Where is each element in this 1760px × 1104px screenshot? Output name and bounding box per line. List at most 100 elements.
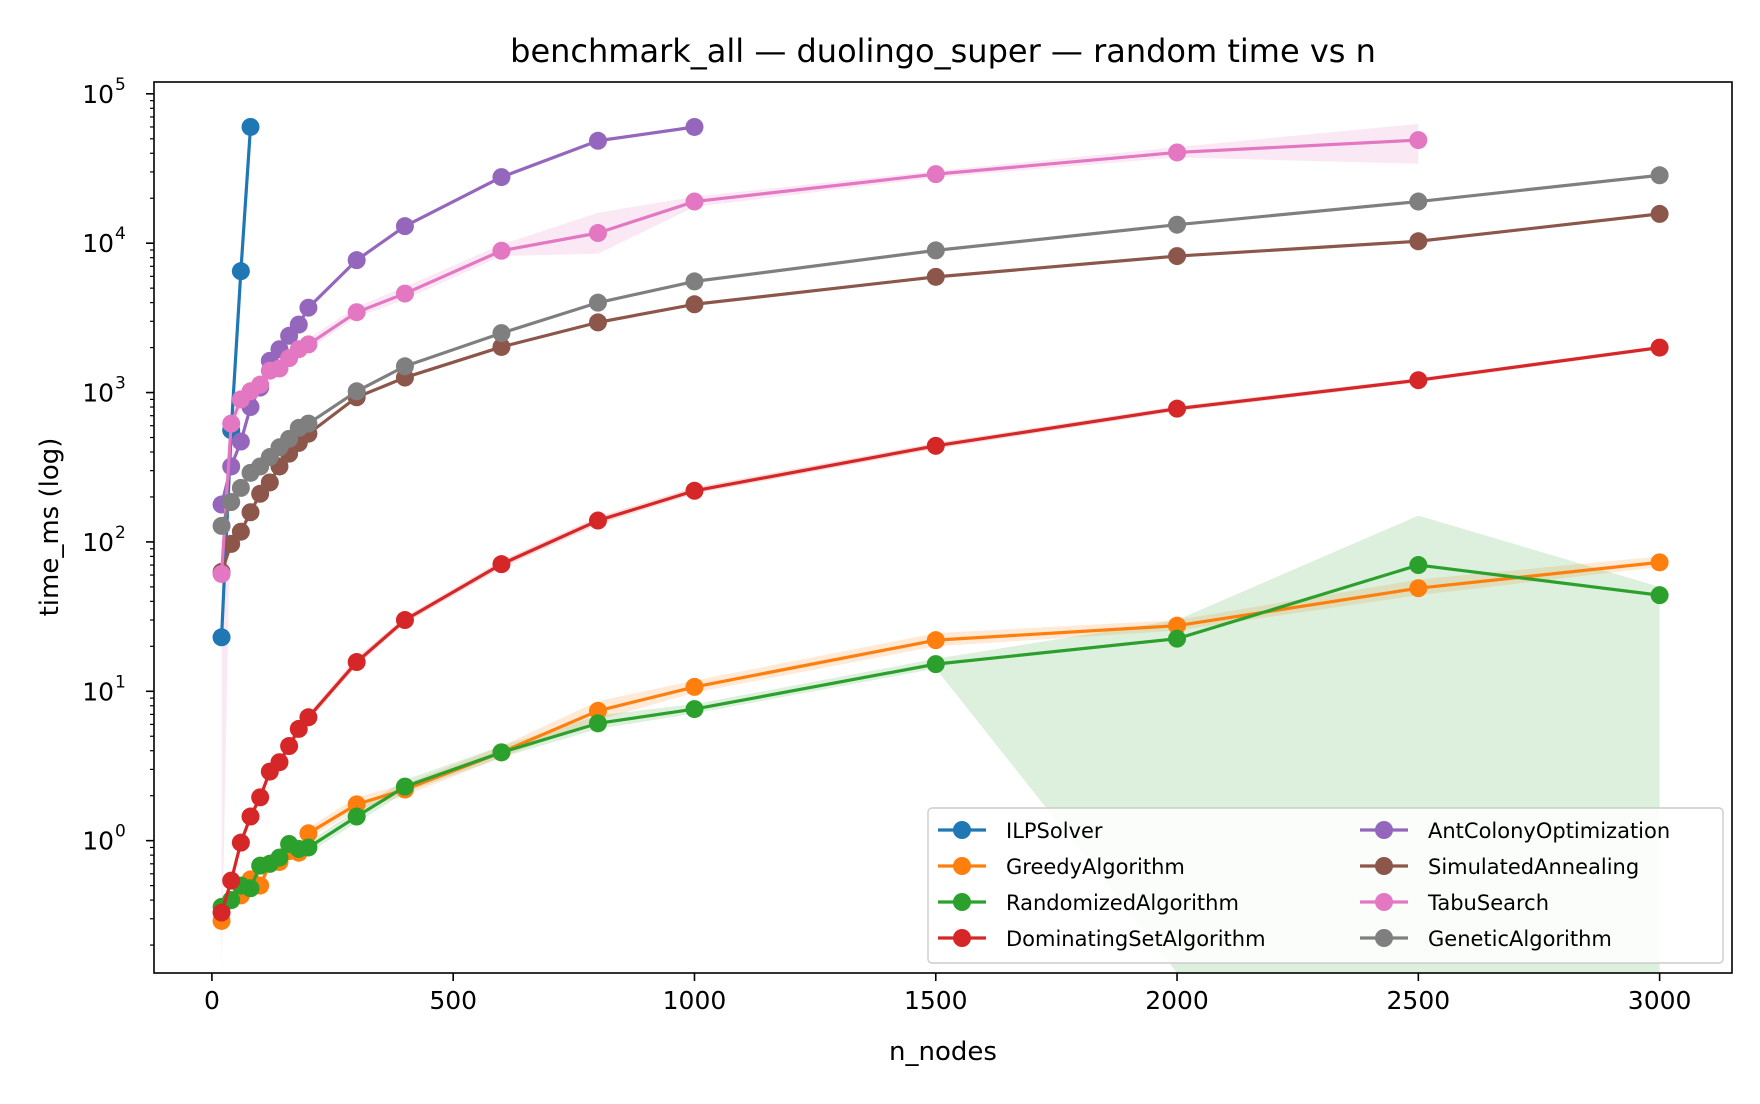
legend-label: GreedyAlgorithm bbox=[1006, 855, 1185, 879]
data-point-AntColonyOptimization-60 bbox=[231, 432, 250, 451]
data-point-SimulatedAnnealing-1000 bbox=[685, 295, 704, 314]
data-point-AntColonyOptimization-180 bbox=[289, 315, 308, 334]
legend-item-SimulatedAnnealing: SimulatedAnnealing bbox=[1360, 855, 1639, 879]
data-point-GeneticAlgorithm-3000 bbox=[1650, 166, 1669, 185]
data-point-SimulatedAnnealing-800 bbox=[588, 313, 607, 332]
legend-swatch-marker bbox=[1375, 929, 1393, 947]
data-point-GreedyAlgorithm-2000 bbox=[1168, 616, 1187, 635]
data-point-RandomizedAlgorithm-140 bbox=[270, 848, 289, 867]
legend-label: GeneticAlgorithm bbox=[1428, 927, 1612, 951]
legend-item-GreedyAlgorithm: GreedyAlgorithm bbox=[938, 855, 1185, 879]
data-point-TabuSearch-1500 bbox=[926, 165, 945, 184]
x-axis-label: n_nodes bbox=[889, 1037, 997, 1067]
legend-label: RandomizedAlgorithm bbox=[1006, 891, 1239, 915]
legend-swatch-marker bbox=[1375, 857, 1393, 875]
data-point-RandomizedAlgorithm-800 bbox=[588, 714, 607, 733]
data-point-TabuSearch-2500 bbox=[1409, 131, 1428, 150]
legend-swatch-marker bbox=[953, 821, 971, 839]
series-DominatingSetAlgorithm bbox=[212, 338, 1669, 922]
y-axis-label: time_ms (log) bbox=[35, 438, 65, 617]
y-tick-exponent: 5 bbox=[115, 75, 126, 95]
y-tick-exponent: 2 bbox=[115, 523, 126, 543]
data-point-GeneticAlgorithm-1500 bbox=[926, 241, 945, 260]
legend-swatch-marker bbox=[953, 893, 971, 911]
data-point-RandomizedAlgorithm-2500 bbox=[1409, 556, 1428, 575]
legend-label: SimulatedAnnealing bbox=[1428, 855, 1639, 879]
x-axis-ticks: 0 500 1000 1500 2000 2500 3000 bbox=[204, 973, 1691, 1015]
data-point-GreedyAlgorithm-2500 bbox=[1409, 579, 1428, 598]
data-point-GeneticAlgorithm-20 bbox=[212, 516, 231, 535]
y-tick-exponent: 1 bbox=[115, 672, 126, 692]
data-point-DominatingSetAlgorithm-300 bbox=[347, 653, 366, 672]
data-point-DominatingSetAlgorithm-40 bbox=[222, 871, 241, 890]
data-point-RandomizedAlgorithm-300 bbox=[347, 807, 366, 826]
data-point-GreedyAlgorithm-800 bbox=[588, 701, 607, 720]
data-point-AntColonyOptimization-200 bbox=[299, 298, 318, 317]
x-tick-label: 1500 bbox=[904, 986, 968, 1015]
data-point-DominatingSetAlgorithm-200 bbox=[299, 708, 318, 727]
data-point-ILPSolver-60 bbox=[231, 262, 250, 281]
data-point-TabuSearch-1000 bbox=[685, 192, 704, 211]
data-point-TabuSearch-100 bbox=[251, 375, 270, 394]
x-tick-label: 2500 bbox=[1387, 986, 1451, 1015]
data-point-GreedyAlgorithm-1000 bbox=[685, 677, 704, 696]
legend-swatch-marker bbox=[953, 929, 971, 947]
data-point-SimulatedAnnealing-3000 bbox=[1650, 204, 1669, 223]
x-tick-label: 500 bbox=[429, 986, 477, 1015]
series-GeneticAlgorithm bbox=[212, 166, 1669, 535]
y-tick-exponent: 0 bbox=[115, 822, 126, 842]
y-tick-label: 10 bbox=[82, 80, 114, 109]
data-point-RandomizedAlgorithm-80 bbox=[241, 879, 260, 898]
data-point-SimulatedAnnealing-120 bbox=[260, 473, 279, 492]
data-point-SimulatedAnnealing-40 bbox=[222, 534, 241, 553]
y-tick-label: 10 bbox=[82, 528, 114, 557]
legend-swatch-marker bbox=[953, 857, 971, 875]
data-point-GeneticAlgorithm-1000 bbox=[685, 272, 704, 291]
legend: ILPSolver GreedyAlgorithm RandomizedAlgori… bbox=[927, 807, 1724, 964]
x-tick-label: 1000 bbox=[663, 986, 727, 1015]
data-point-GeneticAlgorithm-2500 bbox=[1409, 192, 1428, 211]
data-point-TabuSearch-200 bbox=[299, 335, 318, 354]
data-point-GeneticAlgorithm-2000 bbox=[1168, 215, 1187, 234]
series-ILPSolver bbox=[212, 117, 260, 647]
data-point-TabuSearch-400 bbox=[395, 284, 414, 303]
legend-item-ILPSolver: ILPSolver bbox=[938, 819, 1103, 843]
legend-item-DominatingSetAlgorithm: DominatingSetAlgorithm bbox=[938, 927, 1266, 951]
data-point-AntColonyOptimization-800 bbox=[588, 131, 607, 150]
series-RandomizedAlgorithm bbox=[212, 556, 1669, 916]
data-point-DominatingSetAlgorithm-80 bbox=[241, 807, 260, 826]
data-point-RandomizedAlgorithm-200 bbox=[299, 838, 318, 857]
plot-frame bbox=[153, 81, 1733, 974]
data-point-GeneticAlgorithm-60 bbox=[231, 478, 250, 497]
legend-label: DominatingSetAlgorithm bbox=[1006, 927, 1266, 951]
data-point-RandomizedAlgorithm-3000 bbox=[1650, 586, 1669, 605]
legend-item-AntColonyOptimization: AntColonyOptimization bbox=[1360, 819, 1670, 843]
data-point-TabuSearch-600 bbox=[492, 241, 511, 260]
series-AntColonyOptimization bbox=[212, 117, 704, 514]
data-point-DominatingSetAlgorithm-1500 bbox=[926, 436, 945, 455]
data-point-TabuSearch-20 bbox=[212, 564, 231, 583]
data-point-AntColonyOptimization-1000 bbox=[685, 117, 704, 136]
data-point-GeneticAlgorithm-600 bbox=[492, 324, 511, 343]
legend-label: AntColonyOptimization bbox=[1428, 819, 1670, 843]
x-tick-label: 2000 bbox=[1145, 986, 1209, 1015]
data-point-GeneticAlgorithm-300 bbox=[347, 382, 366, 401]
data-point-DominatingSetAlgorithm-3000 bbox=[1650, 338, 1669, 357]
data-point-RandomizedAlgorithm-400 bbox=[395, 777, 414, 796]
series-line-ILPSolver bbox=[219, 125, 253, 639]
data-point-GeneticAlgorithm-40 bbox=[222, 493, 241, 512]
x-tick-label: 0 bbox=[204, 986, 220, 1015]
data-point-AntColonyOptimization-40 bbox=[222, 457, 241, 476]
legend-label: TabuSearch bbox=[1427, 891, 1549, 915]
legend-box bbox=[927, 807, 1724, 964]
data-point-SimulatedAnnealing-1500 bbox=[926, 267, 945, 286]
data-point-SimulatedAnnealing-600 bbox=[492, 337, 511, 356]
data-point-SimulatedAnnealing-2500 bbox=[1409, 232, 1428, 251]
legend-item-RandomizedAlgorithm: RandomizedAlgorithm bbox=[938, 891, 1239, 915]
data-point-GreedyAlgorithm-3000 bbox=[1650, 553, 1669, 572]
data-point-ILPSolver-20 bbox=[212, 628, 231, 647]
data-point-DominatingSetAlgorithm-800 bbox=[588, 511, 607, 530]
data-point-DominatingSetAlgorithm-160 bbox=[280, 737, 299, 756]
